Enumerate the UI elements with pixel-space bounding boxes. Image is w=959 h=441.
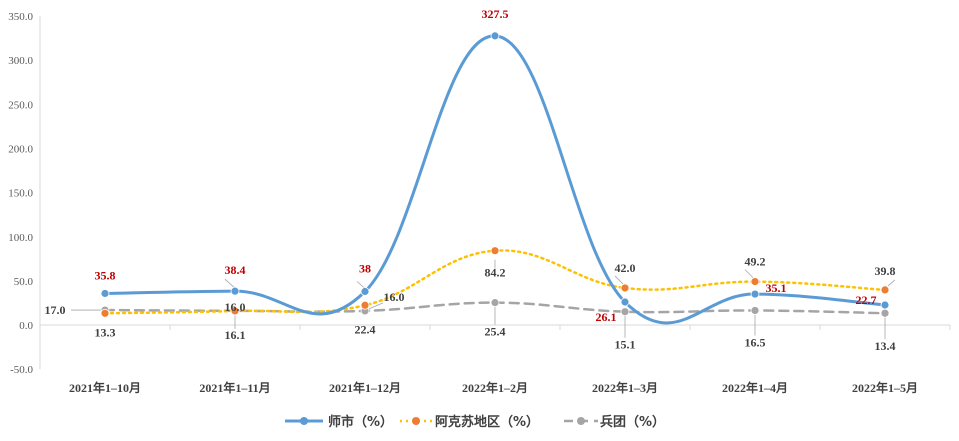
axes [39, 16, 951, 370]
data-label-shishi: 35.8 [95, 268, 116, 282]
y-tick-label: 50.0 [14, 276, 34, 288]
data-label-bingtuan: 13.4 [875, 339, 896, 353]
leader-line [224, 278, 236, 289]
leader-line [368, 302, 384, 310]
x-category-label: 2021年1–12月 [329, 380, 401, 395]
data-label-akesu: 39.8 [875, 264, 896, 278]
data-label-akesu: 49.2 [745, 255, 766, 269]
data-label-bingtuan: 15.1 [615, 338, 636, 352]
data-label-akesu: 16.0 [225, 300, 246, 314]
data-point-shishi [750, 289, 760, 299]
data-label-shishi: 38 [359, 261, 371, 275]
x-category-label: 2021年1–10月 [69, 380, 141, 395]
y-tick-label: 350.0 [8, 11, 33, 23]
data-label-shishi: 26.1 [596, 310, 617, 324]
y-tick-label: -50.0 [10, 364, 33, 376]
x-category-label: 2022年1–3月 [592, 380, 658, 395]
data-point-akesu [750, 277, 760, 287]
data-point-bingtuan [620, 307, 630, 317]
legend-label-akesu: 阿克苏地区（%） [435, 414, 539, 430]
data-label-bingtuan: 16.0 [384, 290, 405, 304]
data-label-bingtuan: 16.5 [745, 335, 766, 349]
data-label-akesu: 13.3 [95, 325, 116, 339]
x-axis-category-labels: 2021年1–10月 2021年1–11月 2021年1–12月 2022年1–2月 2… [69, 380, 918, 395]
x-category-label: 2021年1–11月 [199, 380, 270, 395]
legend-marker-akesu [412, 417, 420, 425]
y-tick-label: 150.0 [8, 188, 33, 200]
data-label-shishi: 22.7 [856, 293, 877, 307]
data-label-bingtuan: 17.0 [45, 303, 66, 317]
x-category-label: 2022年1–2月 [462, 380, 528, 395]
legend-marker-shishi [300, 417, 308, 425]
x-category-label: 2022年1–4月 [722, 380, 788, 395]
leader-line [887, 279, 896, 287]
y-tick-label: 200.0 [8, 143, 33, 155]
data-point-shishi [100, 289, 110, 298]
data-label-bingtuan: 16.1 [225, 328, 246, 342]
data-point-shishi [490, 31, 500, 41]
data-point-akesu [620, 283, 630, 293]
data-point-shishi [230, 286, 240, 296]
data-label-akesu: 84.2 [485, 266, 506, 280]
data-labels: 35.8 38.4 38 327.5 26.1 35.1 22.7 13.3 16.0 22.4 8… [45, 7, 896, 353]
y-tick-label: 250.0 [8, 99, 33, 111]
data-label-akesu: 42.0 [615, 261, 636, 275]
x-category-label: 2022年1–5月 [852, 380, 918, 395]
legend-label-bingtuan: 兵团（%） [600, 414, 665, 430]
legend-marker-bingtuan [577, 417, 585, 425]
data-point-akesu [100, 308, 110, 318]
data-label-shishi: 35.1 [766, 281, 787, 295]
series-line-shishi [103, 34, 887, 325]
y-tick-label: 100.0 [8, 232, 33, 244]
series-lines [103, 34, 887, 325]
data-point-shishi [360, 287, 370, 296]
data-point-shishi [620, 297, 630, 307]
y-tick-label: 300.0 [8, 55, 33, 67]
data-label-bingtuan: 25.4 [485, 325, 506, 339]
data-point-bingtuan [750, 306, 760, 315]
data-point-akesu [880, 285, 890, 295]
series-markers [100, 31, 890, 318]
data-point-bingtuan [490, 298, 500, 308]
data-point-akesu [230, 306, 240, 316]
label-leader-lines [71, 259, 896, 340]
y-tick-label: 0.0 [19, 320, 33, 332]
data-label-shishi: 327.5 [482, 7, 509, 21]
data-point-akesu [360, 300, 370, 310]
data-label-akesu: 22.4 [355, 322, 376, 336]
leader-line [744, 269, 754, 278]
data-label-shishi: 38.4 [225, 263, 246, 277]
leader-line [614, 275, 624, 285]
data-point-bingtuan [880, 308, 890, 318]
data-point-shishi [880, 300, 890, 310]
data-point-akesu [490, 246, 500, 256]
legend: 师市（%） 阿克苏地区（%） 兵团（%） [285, 414, 665, 430]
legend-label-shishi: 师市（%） [328, 414, 393, 430]
y-axis-tick-labels: 350.0 300.0 250.0 200.0 150.0 100.0 50.0 0.0 -50… [8, 11, 33, 376]
